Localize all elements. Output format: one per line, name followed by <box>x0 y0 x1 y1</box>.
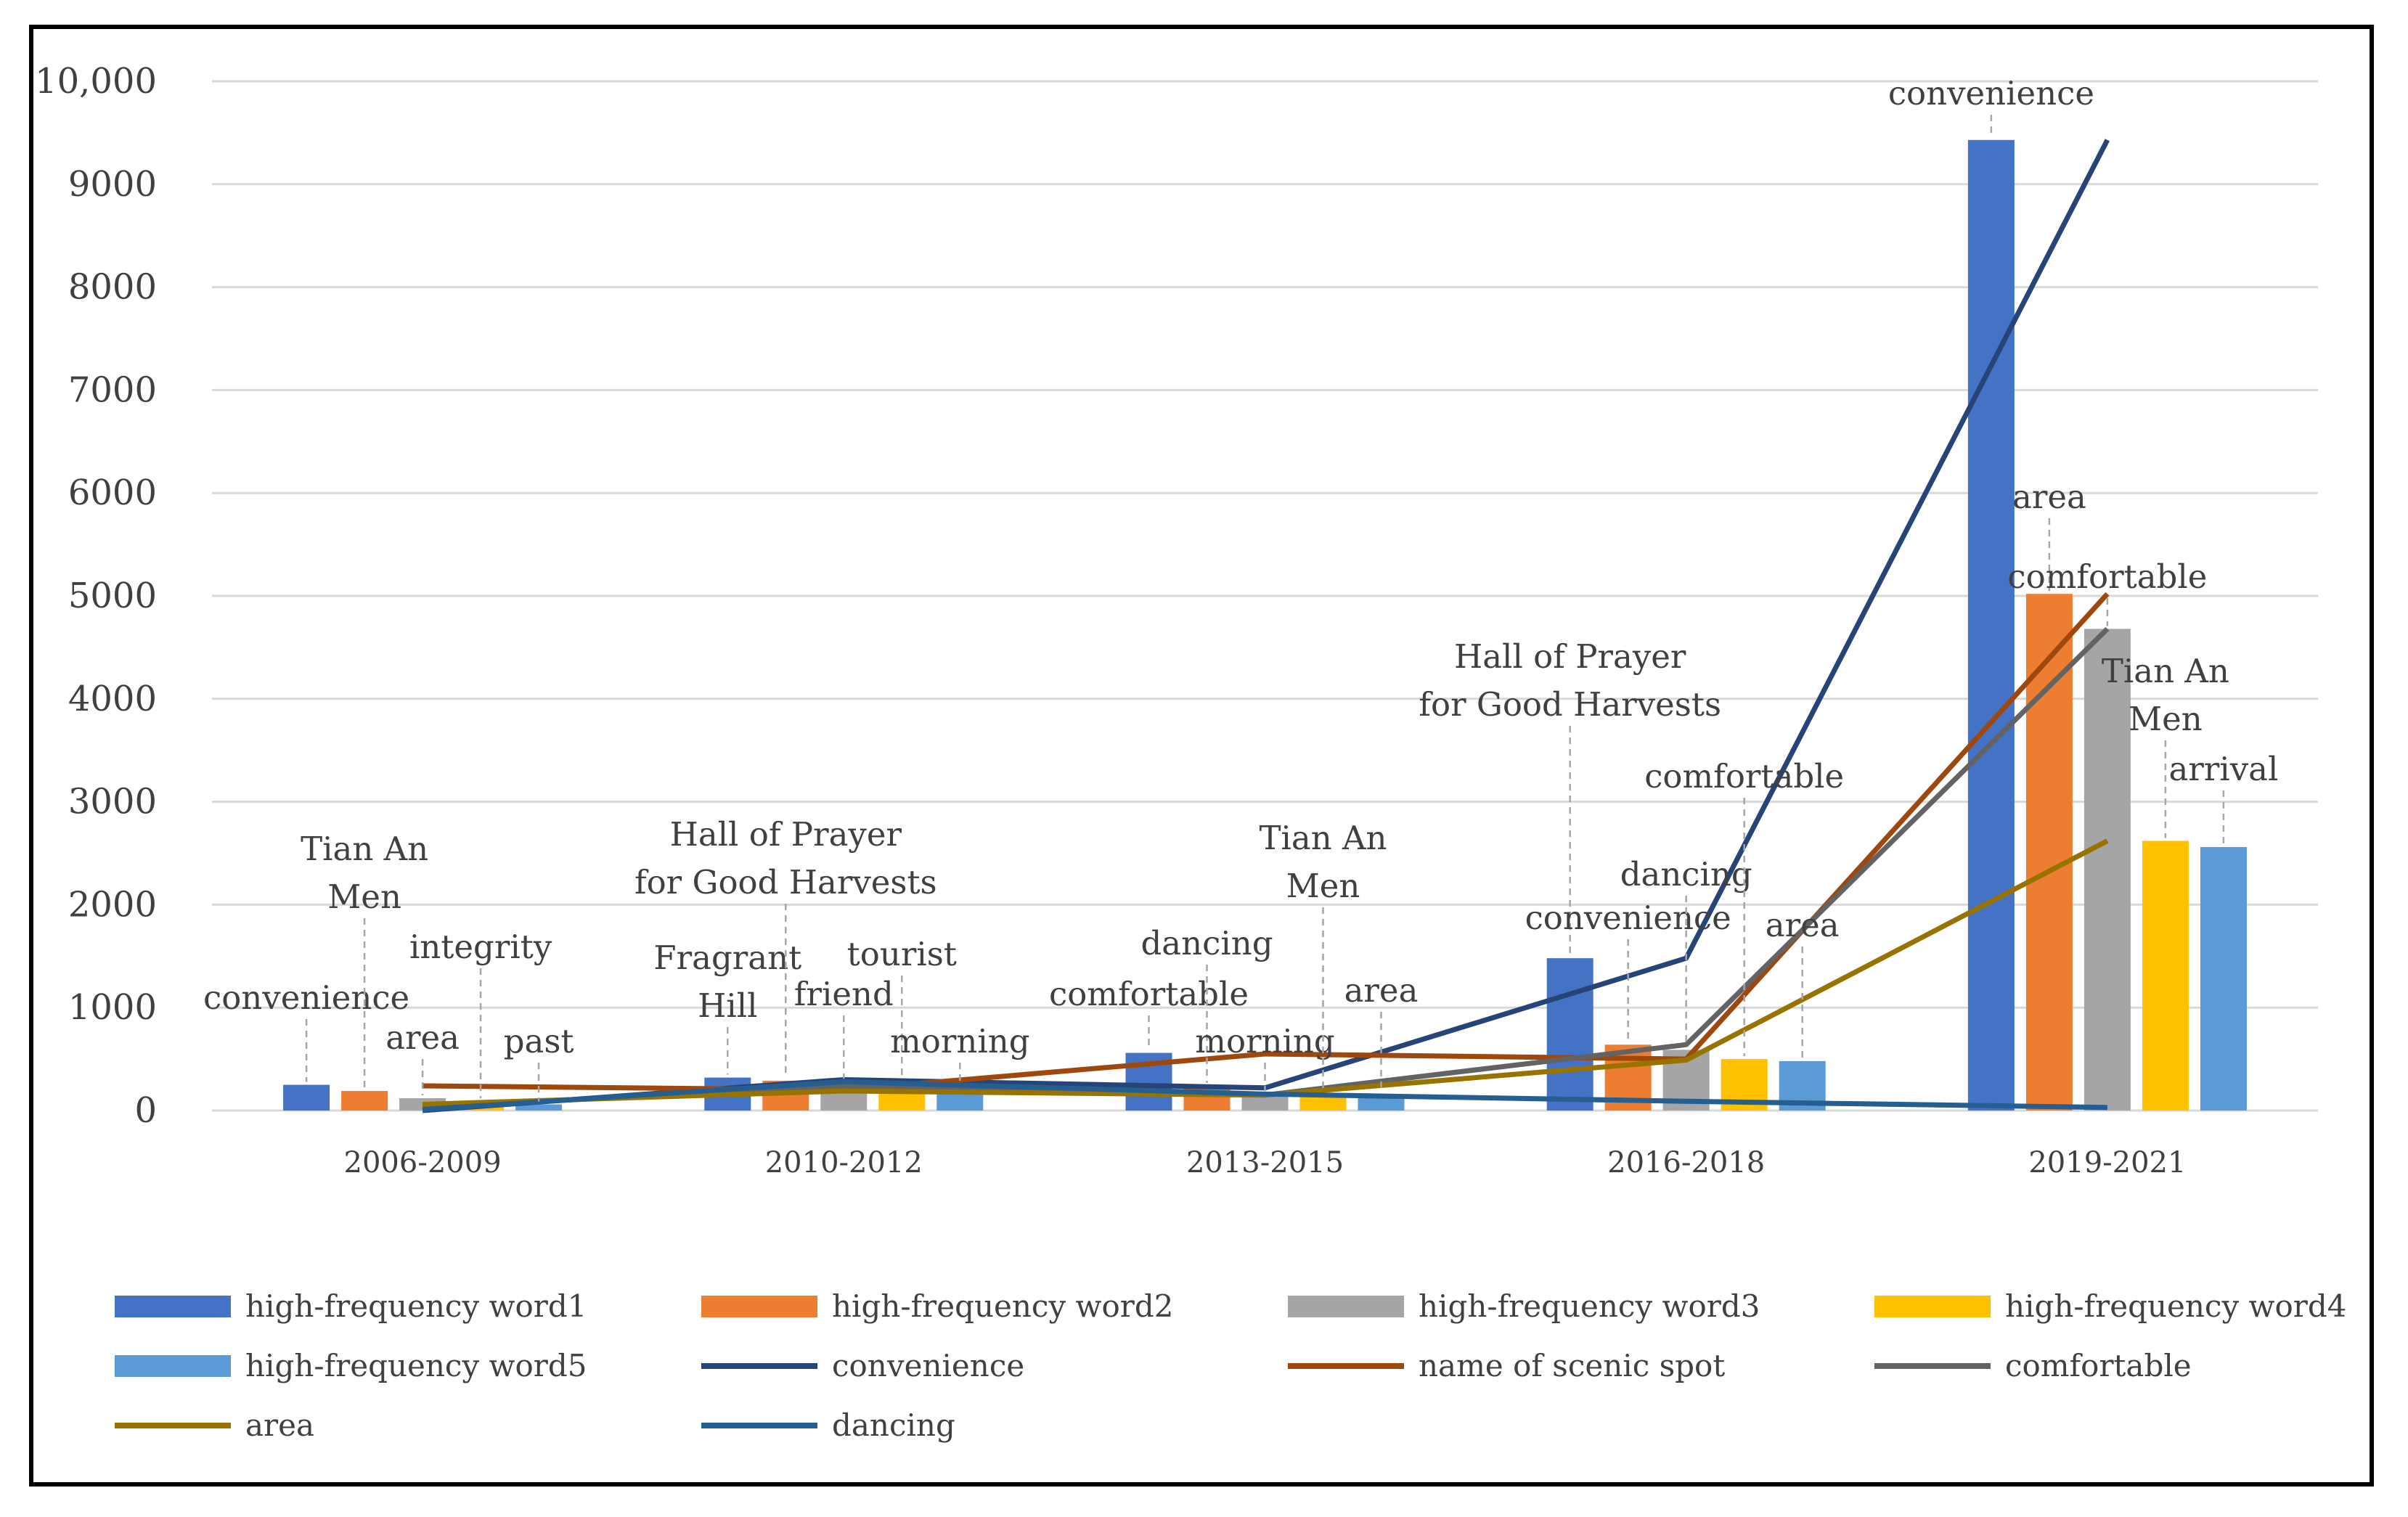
legend-label: name of scenic spot <box>1419 1348 1725 1383</box>
annotation-label: tourist <box>847 935 957 973</box>
legend-label: high-frequency word2 <box>832 1288 1173 1324</box>
annotation-label: convenience <box>1888 74 2094 113</box>
annotation-label: Hill <box>698 986 757 1025</box>
legend-item: dancing <box>701 1407 955 1443</box>
chart: 0 1000 2000 3000 4000 5000 6000 7000 8000 9000 10,… <box>35 61 2346 1443</box>
x-tick-label: 2013-2015 <box>1186 1146 1344 1179</box>
legend-item: high-frequency word3 <box>1288 1288 1760 1324</box>
annotation-label: comfortable <box>2007 557 2207 596</box>
legend-label: area <box>245 1407 314 1443</box>
legend-label: high-frequency word5 <box>245 1348 587 1383</box>
annotation-label: convenience <box>1525 899 1731 937</box>
legend-swatch <box>115 1355 231 1377</box>
legend-swatch <box>115 1296 231 1317</box>
bar <box>1967 139 2015 1111</box>
bar <box>1546 958 1593 1111</box>
x-tick-label: 2016-2018 <box>1607 1146 1765 1179</box>
y-tick-label: 7000 <box>68 369 157 410</box>
legend-label: dancing <box>832 1407 955 1443</box>
bar <box>2025 594 2073 1111</box>
y-tick-label: 8000 <box>68 267 157 308</box>
y-tick-label: 4000 <box>68 679 157 719</box>
bar <box>1358 1095 1405 1111</box>
x-axis-ticks: 2006-2009 2010-2012 2013-2015 2016-2018 2019… <box>344 1146 2187 1179</box>
legend: high-frequency word1 high-frequency word2… <box>115 1288 2346 1443</box>
bar <box>1299 1095 1347 1111</box>
y-tick-label: 3000 <box>68 782 157 822</box>
legend-item: name of scenic spot <box>1288 1348 1725 1383</box>
annotation-label: comfortable <box>1049 975 1249 1013</box>
legend-item: area <box>115 1407 314 1443</box>
y-tick-label: 2000 <box>68 884 157 925</box>
annotation-label: Hall of Prayer <box>670 815 902 854</box>
legend-item: high-frequency word5 <box>115 1348 587 1383</box>
legend-label: high-frequency word3 <box>1419 1288 1760 1324</box>
y-tick-label: 6000 <box>68 473 157 513</box>
annotations: convenience Tian An Men area integrity past Fr… <box>203 74 2278 1102</box>
annotation-label: arrival <box>2168 750 2278 788</box>
annotation-label: Tian An <box>301 830 428 868</box>
x-tick-label: 2006-2009 <box>344 1146 502 1179</box>
annotation-label: for Good Harvests <box>1419 685 1721 724</box>
y-tick-label: 10,000 <box>35 61 157 102</box>
legend-swatch <box>701 1296 817 1317</box>
series-line <box>422 1079 2107 1113</box>
annotation-label: integrity <box>409 928 552 966</box>
bar <box>2142 841 2189 1111</box>
annotation-label: morning <box>1195 1022 1334 1060</box>
bar <box>1241 1094 1289 1111</box>
annotation-label: Tian An <box>2102 652 2229 690</box>
legend-swatch <box>1288 1296 1404 1317</box>
legend-label: comfortable <box>2005 1348 2192 1383</box>
bar <box>341 1091 388 1111</box>
x-tick-label: 2019-2021 <box>2028 1146 2186 1179</box>
y-axis-ticks: 0 1000 2000 3000 4000 5000 6000 7000 8000 9000 10,… <box>35 61 157 1131</box>
legend-label: high-frequency word1 <box>245 1288 587 1324</box>
annotation-label: Men <box>1286 867 1360 905</box>
annotation-label: Men <box>327 878 401 916</box>
annotation-label: dancing <box>1141 924 1273 962</box>
annotation-label: area <box>1766 906 1840 944</box>
bar <box>2200 846 2247 1111</box>
y-tick-label: 1000 <box>68 987 157 1028</box>
annotation-label: area <box>2012 478 2086 516</box>
bar <box>283 1084 330 1111</box>
annotation-label: dancing <box>1620 855 1752 894</box>
legend-item: convenience <box>701 1348 1024 1383</box>
legend-item: high-frequency word1 <box>115 1288 587 1324</box>
legend-item: high-frequency word4 <box>1874 1288 2346 1324</box>
legend-swatch <box>1874 1296 1991 1317</box>
bars <box>283 139 2247 1111</box>
legend-item: comfortable <box>1874 1348 2192 1383</box>
annotation-label: for Good Harvests <box>634 863 937 901</box>
legend-label: high-frequency word4 <box>2005 1288 2346 1324</box>
bar <box>515 1104 563 1111</box>
annotation-label: convenience <box>203 978 409 1017</box>
annotation-label: morning <box>890 1022 1029 1060</box>
annotation-label: friend <box>794 975 894 1013</box>
annotation-label: area <box>1344 971 1419 1010</box>
annotation-label: Men <box>2129 700 2203 738</box>
annotation-label: Hall of Prayer <box>1454 637 1686 676</box>
annotation-label: Tian An <box>1259 819 1387 857</box>
x-tick-label: 2010-2012 <box>765 1146 923 1179</box>
gridlines <box>212 80 2318 1112</box>
bar <box>2083 629 2131 1111</box>
annotation-label: comfortable <box>1644 757 1844 796</box>
legend-label: convenience <box>832 1348 1024 1383</box>
annotation-label: Fragrant <box>653 939 801 977</box>
legend-item: high-frequency word2 <box>701 1288 1173 1324</box>
y-tick-label: 0 <box>134 1090 157 1131</box>
annotation-label: past <box>504 1022 574 1060</box>
annotation-label: area <box>385 1018 460 1057</box>
chart-frame: 0 1000 2000 3000 4000 5000 6000 7000 8000 9000 10,… <box>29 25 2374 1487</box>
y-tick-label: 5000 <box>68 576 157 616</box>
y-tick-label: 9000 <box>68 164 157 205</box>
